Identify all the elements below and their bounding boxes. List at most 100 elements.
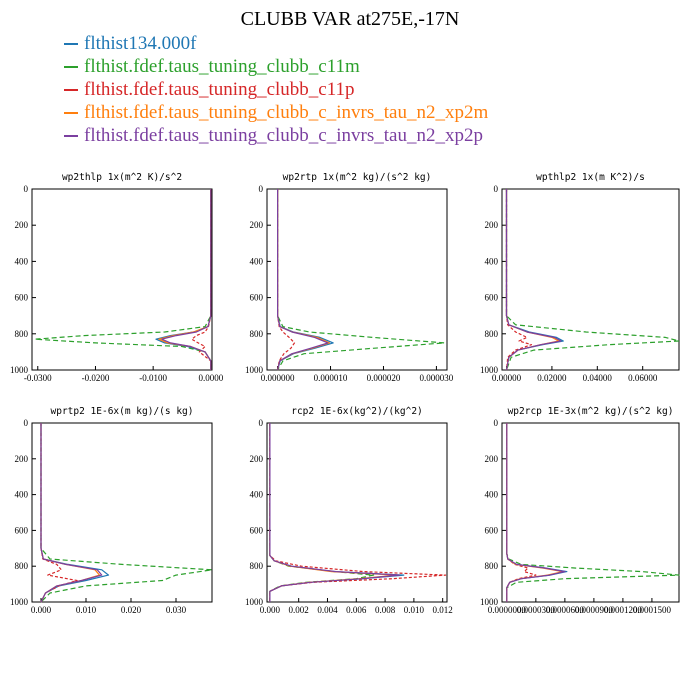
y-tick-label: 1000 bbox=[245, 365, 264, 375]
x-tick-label: -0.0100 bbox=[139, 373, 167, 383]
series-line bbox=[269, 423, 401, 602]
y-tick-label: 600 bbox=[485, 293, 499, 303]
legend-label: flthist.fdef.taus_tuning_clubb_c_invrs_t… bbox=[84, 101, 489, 123]
series-line bbox=[40, 423, 78, 603]
plot-title: rcp2 1E-6x(kg^2)/(kg^2) bbox=[291, 406, 423, 417]
y-tick-label: 600 bbox=[250, 525, 264, 535]
x-tick-label: 0.004 bbox=[317, 605, 338, 615]
y-tick-label: 0 bbox=[24, 418, 29, 428]
plot-title: wp2rtp 1x(m^2 kg)/(s^2 kg) bbox=[283, 172, 432, 183]
series-line bbox=[269, 423, 398, 602]
chart-title: CLUBB VAR at275E,-17N bbox=[240, 8, 460, 30]
legend-label: flthist.fdef.taus_tuning_clubb_c_invrs_t… bbox=[84, 124, 483, 146]
y-tick-label: 0 bbox=[24, 184, 29, 194]
x-tick-label: 0.04000 bbox=[583, 373, 613, 383]
y-tick-label: 200 bbox=[485, 220, 499, 230]
x-tick-label: 0.0000 bbox=[198, 373, 223, 383]
y-tick-label: 400 bbox=[15, 256, 29, 266]
series-line bbox=[34, 189, 212, 370]
plot-frame bbox=[266, 422, 448, 603]
plot-frame bbox=[31, 188, 213, 371]
x-tick-label: 0.0000000 bbox=[488, 605, 527, 615]
series-line bbox=[158, 189, 212, 370]
y-tick-label: 400 bbox=[15, 490, 29, 500]
x-tick-label: 0.000 bbox=[31, 605, 52, 615]
x-tick-label: 0.0000300 bbox=[517, 605, 556, 615]
plot-frame bbox=[31, 422, 213, 603]
y-tick-label: 200 bbox=[250, 454, 264, 464]
legend-label: flthist134.000f bbox=[84, 32, 197, 54]
y-tick-label: 800 bbox=[485, 329, 499, 339]
series-line bbox=[506, 423, 680, 602]
series-line bbox=[277, 189, 296, 371]
plot-panel: wp2thlp 1x(m^2 K)/s^202004006008001000-0… bbox=[10, 172, 224, 383]
y-tick-label: 1000 bbox=[480, 597, 499, 607]
series-line bbox=[191, 189, 212, 370]
series-line bbox=[506, 423, 568, 602]
y-tick-label: 800 bbox=[15, 329, 29, 339]
plot-panel: rcp2 1E-6x(kg^2)/(kg^2) 0 200 400 600 800 1000… bbox=[245, 406, 453, 615]
x-tick-label: 0.0000600 bbox=[546, 605, 585, 615]
series-line bbox=[277, 189, 331, 371]
x-tick-label: 0.000020 bbox=[367, 373, 401, 383]
y-tick-label: 800 bbox=[485, 561, 499, 571]
plot-frame bbox=[501, 188, 680, 371]
x-tick-label: 0.02000 bbox=[537, 373, 567, 383]
x-tick-label: -0.0200 bbox=[82, 373, 110, 383]
y-tick-label: 600 bbox=[15, 293, 29, 303]
legend-item: flthist.fdef.taus_tuning_clubb_c11m bbox=[64, 55, 488, 78]
legend-swatch bbox=[64, 65, 78, 68]
y-tick-label: 1000 bbox=[245, 597, 264, 607]
y-tick-label: 600 bbox=[15, 525, 29, 535]
legend-item: flthist.fdef.taus_tuning_clubb_c11p bbox=[64, 78, 488, 101]
x-tick-label: -0.0300 bbox=[24, 373, 52, 383]
legend-item: flthist.fdef.taus_tuning_clubb_c_invrs_t… bbox=[64, 124, 488, 147]
y-tick-label: 400 bbox=[485, 490, 499, 500]
y-tick-label: 600 bbox=[485, 525, 499, 535]
x-tick-label: 0.010 bbox=[404, 605, 425, 615]
x-tick-label: 0.030 bbox=[166, 605, 187, 615]
legend-swatch bbox=[64, 88, 78, 91]
plot-frame bbox=[266, 188, 448, 371]
series-line bbox=[505, 189, 564, 371]
series-line bbox=[277, 189, 334, 371]
series-line bbox=[161, 189, 212, 370]
legend-label: flthist.fdef.taus_tuning_clubb_c11m bbox=[84, 55, 360, 77]
legend-item: flthist.fdef.taus_tuning_clubb_c_invrs_t… bbox=[64, 101, 488, 124]
y-tick-label: 800 bbox=[250, 329, 264, 339]
series-line bbox=[505, 189, 533, 371]
legend-label: flthist.fdef.taus_tuning_clubb_c11p bbox=[84, 78, 355, 100]
x-tick-label: 0.002 bbox=[289, 605, 309, 615]
y-tick-label: 0 bbox=[259, 184, 264, 194]
series-line bbox=[40, 423, 103, 603]
x-tick-label: 0.06000 bbox=[628, 373, 658, 383]
y-tick-label: 0 bbox=[494, 184, 499, 194]
x-tick-label: 0.000000 bbox=[261, 373, 295, 383]
series-line bbox=[277, 189, 329, 371]
plot-frame bbox=[501, 422, 680, 603]
y-tick-label: 1000 bbox=[10, 365, 29, 375]
y-tick-label: 800 bbox=[15, 561, 29, 571]
y-tick-label: 1000 bbox=[480, 365, 499, 375]
y-tick-label: 200 bbox=[485, 454, 499, 464]
x-tick-label: 0.0001200 bbox=[604, 605, 643, 615]
x-tick-label: 0.000 bbox=[260, 605, 281, 615]
series-line bbox=[505, 189, 562, 371]
y-tick-label: 1000 bbox=[10, 597, 29, 607]
plot-title: wpthlp2 1x(m K^2)/s bbox=[536, 172, 645, 183]
series-line bbox=[269, 423, 375, 602]
y-tick-label: 200 bbox=[250, 220, 264, 230]
series-line bbox=[40, 423, 101, 603]
plot-panel: wpthlp2 1x(m K^2)/s 0 200 400 600 800 10000.00… bbox=[480, 172, 680, 383]
y-tick-label: 400 bbox=[250, 256, 264, 266]
y-tick-label: 400 bbox=[485, 256, 499, 266]
series-line bbox=[277, 189, 445, 371]
plot-panel: wp2rtp 1x(m^2 kg)/(s^2 kg) 0 200 400 600 800 1… bbox=[245, 172, 454, 383]
plot-title: wp2thlp 1x(m^2 K)/s^2 bbox=[62, 172, 182, 183]
legend-swatch bbox=[64, 134, 78, 137]
x-tick-label: 0.000030 bbox=[420, 373, 454, 383]
y-tick-label: 800 bbox=[250, 561, 264, 571]
series-line bbox=[505, 189, 680, 371]
x-tick-label: 0.00000 bbox=[492, 373, 522, 383]
